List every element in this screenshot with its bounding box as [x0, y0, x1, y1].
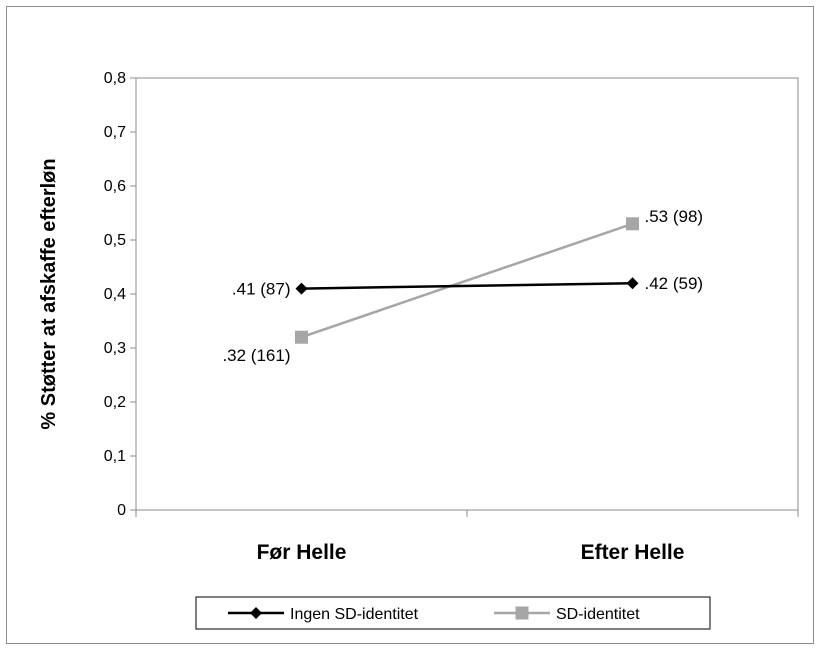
y-axis-label: % Støtter at afskaffe efterløn — [38, 158, 60, 429]
legend-label: SD-identitet — [556, 606, 640, 623]
y-tick-label: 0,3 — [104, 340, 126, 357]
data-point — [626, 277, 639, 290]
data-label: .41 (87) — [232, 280, 291, 299]
y-tick-label: 0,8 — [104, 70, 126, 87]
y-tick-label: 0,2 — [104, 394, 126, 411]
data-label: .42 (59) — [645, 274, 704, 293]
series-line — [301, 281, 633, 290]
y-tick-label: 0,5 — [104, 232, 126, 249]
data-label: .53 (98) — [645, 207, 704, 226]
data-point — [295, 282, 308, 295]
legend-marker — [515, 606, 529, 620]
data-label: .32 (161) — [222, 346, 290, 365]
x-category-label: Efter Helle — [581, 541, 685, 564]
legend: Ingen SD-identitet SD-identitet — [195, 596, 711, 630]
y-tick-label: 0,4 — [104, 286, 126, 303]
legend-marker — [250, 607, 262, 619]
y-tick-label: 0,7 — [104, 124, 126, 141]
series-line — [301, 222, 633, 339]
data-point — [626, 217, 639, 231]
x-category-label: Før Helle — [257, 541, 347, 564]
plot-area — [135, 77, 799, 511]
data-point — [295, 330, 308, 344]
y-tick-label: 0,6 — [104, 178, 126, 195]
y-tick-label: 0 — [117, 502, 126, 519]
legend-label: Ingen SD-identitet — [290, 606, 419, 623]
y-tick-label: 0,1 — [104, 448, 126, 465]
